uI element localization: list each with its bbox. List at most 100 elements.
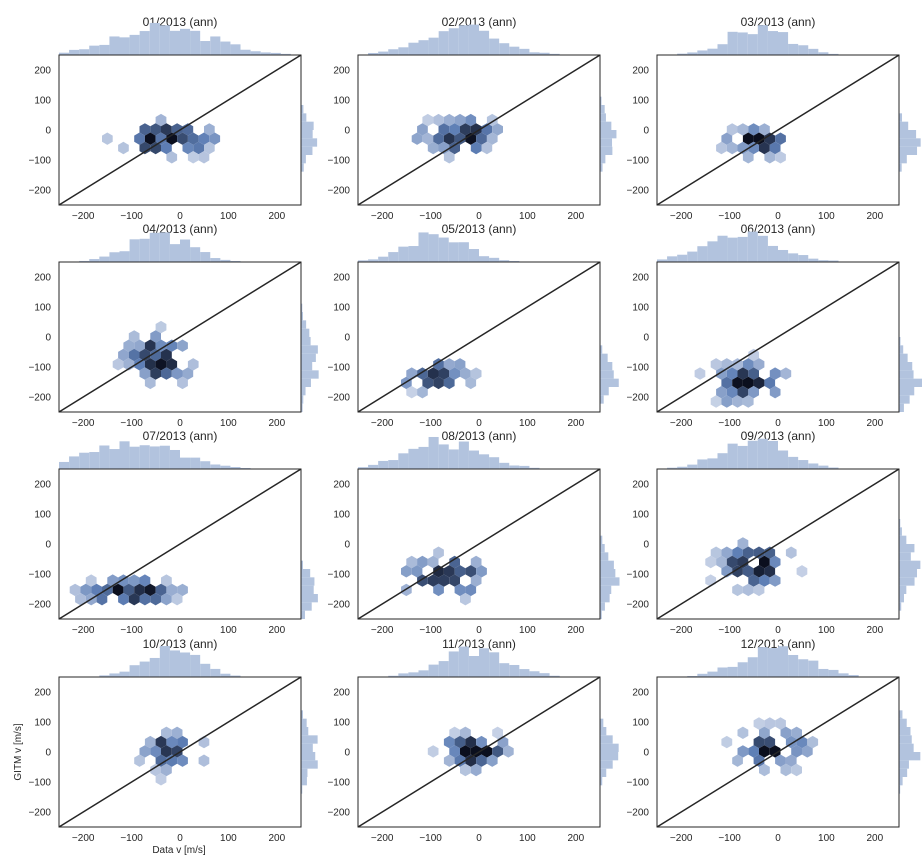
x-marginal-bar [549,675,560,677]
hexbin-cell [737,726,749,739]
y-tick-label: −100 [626,778,649,789]
y-marginal-bar [899,378,922,387]
hexbin-cell [449,726,460,739]
y-tick-label: −200 [28,186,51,197]
x-marginal-bar [757,25,768,55]
x-marginal-bar [139,445,150,469]
y-marginal-bar [301,785,303,794]
x-marginal-bar [808,258,819,262]
y-tick-label: 200 [333,273,350,284]
y-marginal-bar [600,96,602,105]
y-marginal-bar [600,130,617,139]
x-tick-label: −200 [72,418,95,429]
x-marginal-bar [149,232,160,262]
y-marginal-bar [600,395,604,404]
y-tick-label: −100 [28,570,51,581]
y-marginal-bar [899,387,915,396]
y-marginal-bar [899,760,909,769]
x-tick-label: 200 [866,211,883,222]
x-marginal-bar [509,664,520,677]
x-marginal-bar [260,52,271,55]
y-marginal-bar [301,610,305,619]
x-marginal-bar [539,673,550,677]
x-tick-label: 100 [818,211,835,222]
hexbin-cell [732,376,743,390]
hexbin-cell [753,376,765,390]
hexbin-cell [742,395,754,408]
x-marginal-bar [200,461,211,469]
x-marginal-bar [169,449,180,469]
x-marginal-bar [139,661,150,677]
y-tick-label: 100 [34,510,51,521]
x-marginal-bar [408,42,419,55]
panel-1: 01/2013 (ann)−200 −100 0 100 200−200−1000100… [28,15,318,222]
y-tick-label: −200 [626,186,649,197]
hexbin-cell [177,339,188,352]
x-marginal-bar [368,259,379,262]
hexbin-cell [742,358,754,371]
x-marginal-bar [707,241,718,262]
hexbin-cell [796,565,808,578]
x-marginal-bar [717,667,728,677]
hexbin-cell [401,565,412,578]
y-tick-label: 200 [34,66,51,77]
x-marginal-bar [448,28,459,55]
hexbin-cell [476,565,487,578]
hexbin-layer [401,546,487,606]
hexbin-cell [155,583,167,597]
hexbin-cell [139,348,151,362]
hexbin-cell [422,113,434,127]
y-marginal-bar [301,163,304,172]
x-tick-label: −200 [371,625,394,636]
x-marginal-bar [59,52,70,55]
hexbin-cell [694,367,706,380]
hexbin-cell [481,141,493,155]
hexbin-cell [759,574,770,587]
x-marginal-bar [798,45,809,55]
x-tick-label: −200 [670,625,693,636]
y-tick-label: 200 [333,480,350,491]
hexbin-cell [433,583,444,597]
hexbin-cell [112,358,124,371]
hexbin-cell [775,151,786,164]
hexbin-cell [161,763,172,777]
x-marginal-bar [479,30,490,55]
hexbin-cell [710,395,722,408]
hexbin-cell [449,367,460,380]
hexbin-cell [785,546,797,559]
x-tick-label: −100 [120,625,143,636]
hexbin-cell [128,348,140,362]
hexbin-cell [748,348,759,362]
hexbin-cell [171,593,183,606]
y-marginal-bar [899,362,913,371]
x-marginal-bar [677,466,688,469]
y-marginal-bar [899,113,903,122]
y-marginal-bar [899,577,915,586]
x-tick-label: −100 [120,833,143,844]
x-tick-label: −100 [419,625,442,636]
x-marginal-bar [99,256,110,262]
y-marginal-bar [899,163,902,172]
x-marginal-bar [398,453,409,469]
x-marginal-bar [468,655,479,677]
y-marginal-bar [600,146,613,155]
x-marginal-bar [180,239,191,262]
y-marginal-bar [600,602,605,611]
x-tick-label: 200 [866,833,883,844]
x-tick-label: 100 [818,625,835,636]
panel-title: 10/2013 (ann) [143,637,218,651]
hexbin-cell [769,386,781,399]
x-marginal-bar [398,47,409,55]
hexbin-cell [155,132,167,145]
hexbin-cell [177,132,188,145]
y-tick-label: 200 [632,66,649,77]
y-marginal-bar [301,337,311,346]
hexbin-cell [443,358,455,371]
panel-title: 03/2013 (ann) [741,15,816,29]
y-tick-label: −200 [327,186,350,197]
y-marginal-bar [600,345,603,354]
x-tick-label: 100 [818,833,835,844]
x-marginal-bar [727,443,738,469]
identity-line [357,54,601,206]
x-marginal-bar [139,238,150,262]
